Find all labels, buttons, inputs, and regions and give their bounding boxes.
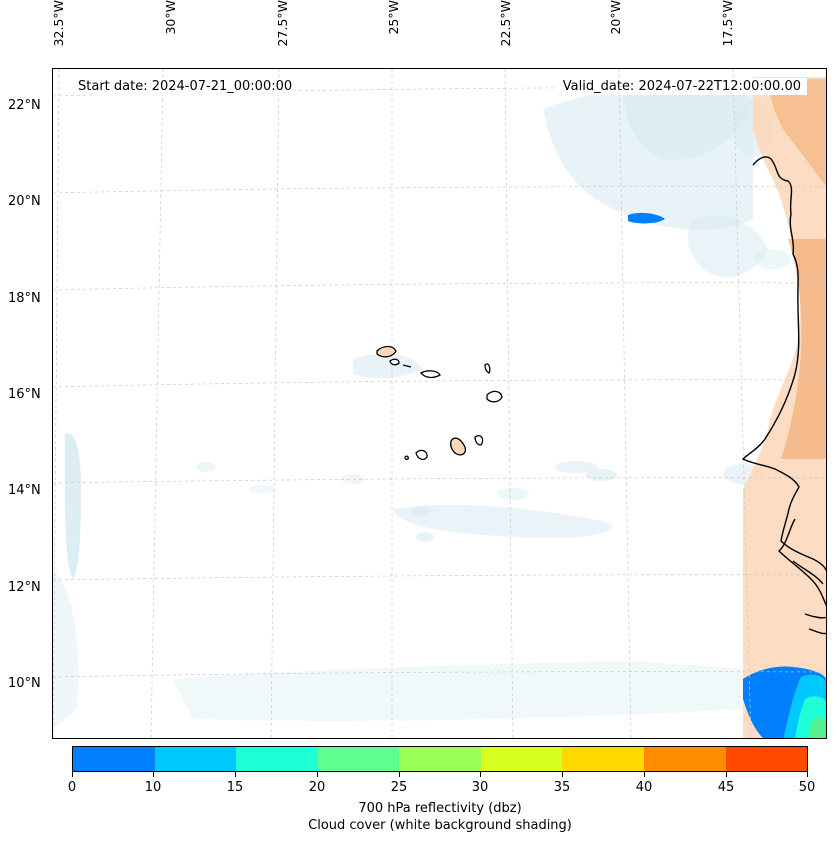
colorbar-segment-40-45 xyxy=(643,747,726,771)
colorbar-tick-label: 50 xyxy=(798,780,816,795)
lon-label-22-5w: 22.5°W xyxy=(498,0,513,47)
colorbar-tick-label: 40 xyxy=(635,780,653,795)
colorbar-tick xyxy=(235,772,236,777)
colorbar-tick xyxy=(644,772,645,777)
colorbar-subtitle: Cloud cover (white background shading) xyxy=(308,818,572,833)
map-panel xyxy=(52,68,827,739)
lat-label-20n: 20°N xyxy=(8,194,41,209)
colorbar-tick-label: 20 xyxy=(308,780,326,795)
colorbar-tick-label: 15 xyxy=(226,780,244,795)
colorbar-tick xyxy=(153,772,154,777)
lon-label-30w: 30°W xyxy=(163,0,178,35)
colorbar-segment-35-40 xyxy=(562,747,644,771)
lon-label-25w: 25°W xyxy=(386,0,401,35)
coastline xyxy=(741,156,826,635)
colorbar-tick xyxy=(807,772,808,777)
lat-label-12n: 12°N xyxy=(8,580,41,595)
colorbar-tick xyxy=(317,772,318,777)
lat-label-18n: 18°N xyxy=(8,291,41,306)
lat-label-22n: 22°N xyxy=(8,98,41,113)
lat-label-16n: 16°N xyxy=(8,387,41,402)
colorbar-title: 700 hPa reflectivity (dbz) xyxy=(358,801,522,816)
colorbar-segment-45-50 xyxy=(725,747,808,771)
colorbar-tick-label: 0 xyxy=(67,780,77,795)
colorbar-segment-10-15 xyxy=(154,747,237,771)
colorbar-tick-label: 30 xyxy=(471,780,489,795)
colorbar-segment-25-30 xyxy=(399,747,481,771)
lon-label-20w: 20°W xyxy=(608,0,623,35)
colorbar-tick xyxy=(562,772,563,777)
colorbar-segment-15-20 xyxy=(236,747,318,771)
colorbar-tick-label: 45 xyxy=(717,780,735,795)
map-canvas xyxy=(53,69,826,738)
cape-verde-islands xyxy=(376,345,503,461)
lon-label-32-5w: 32.5°W xyxy=(51,0,66,47)
colorbar-segment-0-10 xyxy=(73,747,155,771)
colorbar-tick-label: 25 xyxy=(390,780,408,795)
colorbar-segment-30-35 xyxy=(480,747,563,771)
colorbar-tick xyxy=(480,772,481,777)
colorbar-tick xyxy=(72,772,73,777)
lon-label-17-5w: 17.5°W xyxy=(720,0,735,47)
lon-label-27-5w: 27.5°W xyxy=(275,0,290,47)
land-shading xyxy=(743,77,826,738)
reflectivity-colorbar xyxy=(72,746,808,772)
colorbar-tick-label: 10 xyxy=(144,780,162,795)
lat-label-10n: 10°N xyxy=(8,676,41,691)
graticule xyxy=(53,69,826,738)
colorbar-tick xyxy=(726,772,727,777)
start-date-label: Start date: 2024-07-21_00:00:00 xyxy=(72,78,299,95)
cloud-cover-shading xyxy=(53,83,791,729)
colorbar-segment-20-25 xyxy=(317,747,400,771)
reflectivity-shading xyxy=(628,212,826,738)
lat-label-14n: 14°N xyxy=(8,483,41,498)
colorbar-tick xyxy=(399,772,400,777)
valid-date-label: Valid_date: 2024-07-22T12:00:00.00 xyxy=(556,78,807,95)
colorbar-tick-label: 35 xyxy=(553,780,571,795)
